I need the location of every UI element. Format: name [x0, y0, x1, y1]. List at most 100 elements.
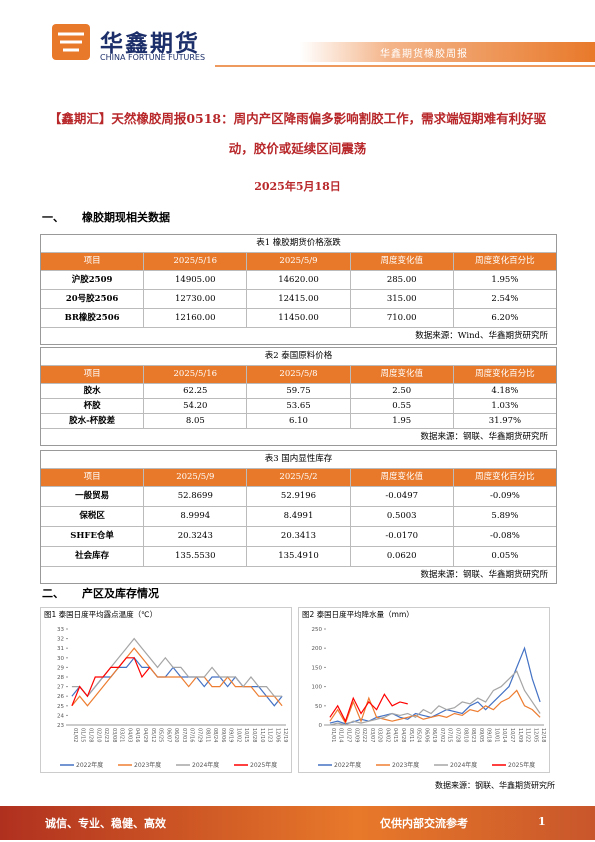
table-row: 胶水 62.25 59.75 2.50 4.18% [41, 384, 556, 399]
x-tick-label: 04/16 [134, 728, 140, 742]
chart-source: 数据来源：钢联、华鑫期货研究所 [435, 781, 555, 790]
legend-label: 2025年度 [508, 761, 535, 769]
section-heading: 橡胶期现相关数据 [82, 211, 170, 224]
x-tick-label: 02/23 [103, 728, 109, 742]
data-table: 表3 国内显性库存 项目 2025/5/9 2025/5/2 周度变化值 周度变化百分比一… [40, 450, 557, 584]
chart-frame [298, 607, 550, 773]
column-header: 2025/5/16 [144, 366, 248, 383]
table-row: BR橡胶2506 12160.00 11450.00 710.00 6.20% [41, 309, 556, 328]
y-tick-label: 27 [57, 685, 64, 691]
column-header: 周度变化值 [351, 469, 454, 486]
x-tick-label: 10/14 [501, 728, 507, 742]
table-row: SHFE仓单 20.3243 20.3413 -0.0170 -0.08% [41, 527, 556, 547]
section-heading: 产区及库存情况 [82, 587, 159, 600]
x-tick-label: 03/07 [369, 728, 375, 742]
x-tick-label: 04/03 [126, 728, 132, 742]
column-header: 周度变化百分比 [475, 472, 535, 482]
footer-notice: 仅供内部交流参考 [380, 817, 468, 830]
x-tick-label: 10/27 [509, 728, 515, 742]
x-tick-label: 06/06 [423, 728, 429, 742]
section-number: 二、 [42, 587, 64, 600]
chart: 图2 泰国日度平均降水量（mm） 0 50 100 150 200 250 01/01 01/1… [298, 607, 550, 773]
table-row: 沪胶2509 14905.00 14620.00 285.00 1.95% [41, 271, 556, 290]
table-cell: 710.00 [351, 309, 454, 327]
x-tick-label: 03/21 [119, 728, 125, 742]
data-table: 表2 泰国原料价格 项目 2025/5/16 2025/5/8 周度变化值 周度变化百分比… [40, 347, 557, 446]
footer-band [0, 806, 595, 840]
x-tick-label: 11/10 [259, 728, 265, 742]
table-cell: 杯胶 [41, 399, 145, 413]
header-graphic [52, 24, 595, 67]
table-cell: 胶水 [41, 384, 145, 398]
y-tick-label: 25 [57, 704, 64, 710]
y-tick-label: 28 [57, 675, 64, 681]
column-header: 周度变化百分比 [475, 369, 535, 379]
x-tick-label: 06/07 [165, 728, 171, 742]
chart-title: 图2 泰国日度平均降水量（mm） [302, 609, 414, 619]
x-tick-label: 07/28 [454, 728, 460, 742]
table-row: 20号胶2506 12730.00 12415.00 315.00 2.54% [41, 290, 556, 309]
x-tick-label: 09/18 [486, 728, 492, 742]
x-tick-label: 11/09 [517, 728, 523, 742]
table-header-row: 项目 2025/5/16 2025/5/9 周度变化值 周度变化百分比 [41, 253, 556, 271]
table-cell: 14620.00 [247, 271, 351, 289]
x-tick-label: 04/29 [142, 728, 148, 742]
table-cell: 14905.00 [144, 271, 248, 289]
chart-title: 图1 泰国日度平均露点温度（℃） [44, 609, 157, 619]
y-tick-label: 32 [57, 637, 64, 643]
x-tick-label: 12/19 [282, 728, 288, 742]
column-header: 周度变化百分比 [475, 256, 535, 266]
x-tick-label: 01/28 [87, 728, 93, 742]
table-caption: 表3 国内显性库存 [41, 451, 556, 469]
y-tick-label: 250 [312, 627, 323, 633]
table-caption: 表2 泰国原料价格 [41, 348, 556, 366]
table-cell: 1.95 [351, 414, 454, 428]
table-cell: 135.4910 [247, 547, 351, 566]
column-header: 2025/5/9 [247, 253, 351, 270]
x-tick-label: 07/03 [181, 728, 187, 742]
x-tick-label: 02/22 [361, 728, 367, 742]
series-line [329, 646, 541, 725]
x-tick-label: 01/02 [72, 728, 78, 742]
series-line [71, 657, 151, 707]
table-cell: 社会库存 [41, 547, 145, 566]
x-tick-label: 07/15 [447, 728, 453, 742]
table-cell: -0.0170 [351, 527, 454, 546]
table-source: 数据来源：钢联、华鑫期货研究所 [420, 432, 548, 442]
table-cell: 沪胶2509 [41, 271, 145, 289]
x-tick-label: 01/15 [80, 728, 86, 742]
table-cell: 135.5530 [144, 547, 248, 566]
logo-cn: 华鑫期货 [100, 31, 200, 57]
table-cell: 6.20% [491, 313, 519, 323]
table-cell: SHFE仓单 [41, 527, 145, 546]
x-tick-label: 11/22 [525, 728, 531, 742]
series-line [329, 693, 408, 723]
column-header: 2025/5/16 [144, 253, 248, 270]
table-cell: 54.20 [144, 399, 248, 413]
x-tick-label: 08/11 [204, 728, 210, 742]
x-tick-label: 03/20 [377, 728, 383, 742]
y-tick-label: 30 [57, 656, 64, 662]
x-tick-label: 10/15 [243, 728, 249, 742]
chart-frame [40, 607, 292, 773]
x-tick-label: 01/14 [338, 728, 344, 742]
x-tick-label: 07/29 [196, 728, 202, 742]
table-cell: 一般贸易 [41, 487, 145, 506]
table-cell: -0.08% [489, 531, 520, 541]
column-header: 项目 [41, 469, 145, 486]
y-tick-label: 33 [57, 627, 64, 633]
x-tick-label: 05/12 [150, 728, 156, 742]
x-tick-label: 08/23 [470, 728, 476, 742]
x-tick-label: 04/28 [400, 728, 406, 742]
column-header: 2025/5/2 [247, 469, 351, 486]
table-cell: 12160.00 [144, 309, 248, 327]
footer-motto: 诚信、专业、稳健、高效 [45, 817, 166, 830]
table-cell: 285.00 [351, 271, 454, 289]
x-tick-label: 07/16 [189, 728, 195, 742]
table-cell: 20.3243 [144, 527, 248, 546]
table-cell: 315.00 [351, 290, 454, 308]
x-tick-label: 01/27 [345, 728, 351, 742]
column-header: 项目 [41, 366, 145, 383]
legend-label: 2022年度 [76, 761, 103, 769]
column-header: 周度变化值 [351, 253, 454, 270]
